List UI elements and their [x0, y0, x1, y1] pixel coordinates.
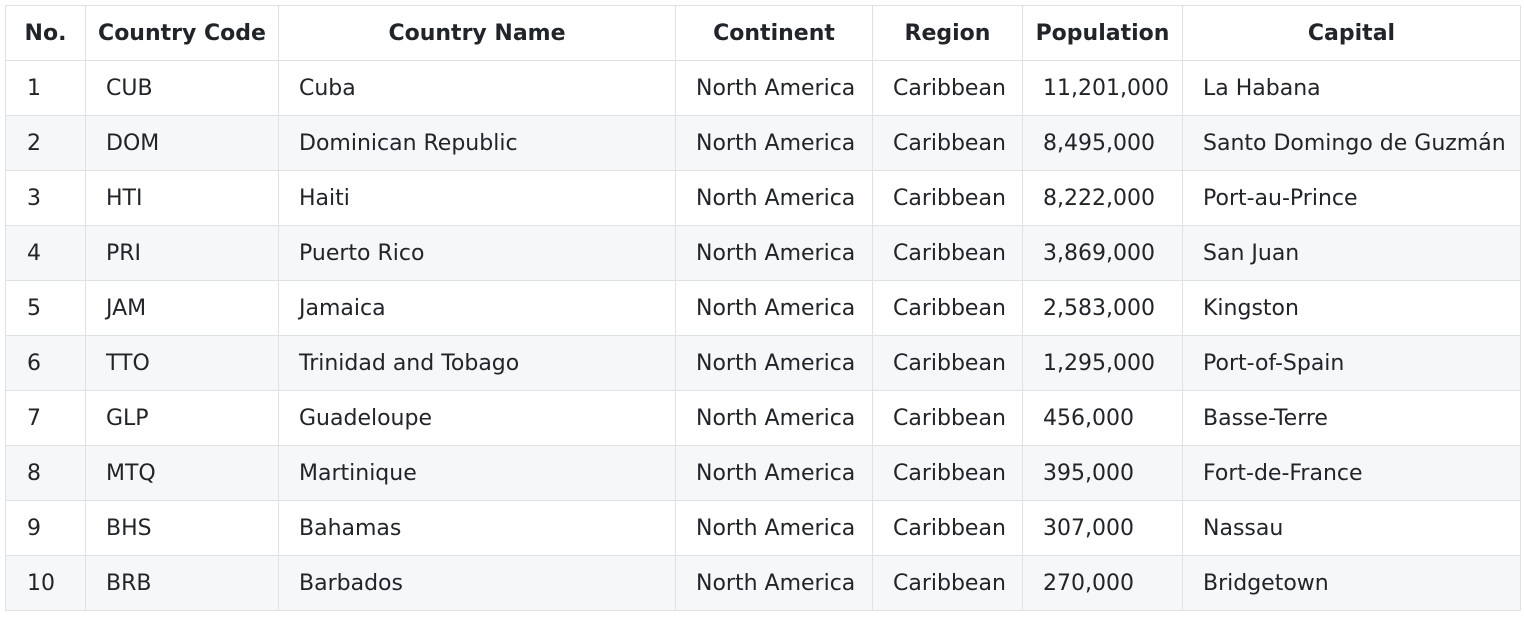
- column-header-no: No.: [5, 5, 86, 61]
- cell-country-name: Bahamas: [278, 500, 676, 556]
- cell-region: Caribbean: [872, 60, 1023, 116]
- cell-country-name: Trinidad and Tobago: [278, 335, 676, 391]
- cell-population: 3,869,000: [1022, 225, 1183, 281]
- cell-country-name: Guadeloupe: [278, 390, 676, 446]
- cell-no: 2: [5, 115, 86, 171]
- cell-region: Caribbean: [872, 390, 1023, 446]
- cell-capital: Kingston: [1182, 280, 1521, 336]
- cell-no: 1: [5, 60, 86, 116]
- cell-country-name: Puerto Rico: [278, 225, 676, 281]
- cell-country-name: Martinique: [278, 445, 676, 501]
- cell-continent: North America: [675, 500, 873, 556]
- cell-capital: Santo Domingo de Guzmán: [1182, 115, 1521, 171]
- table-row: 5 JAM Jamaica North America Caribbean 2,583,0…: [5, 280, 1521, 336]
- column-header-capital: Capital: [1182, 5, 1521, 61]
- cell-continent: North America: [675, 555, 873, 611]
- cell-no: 7: [5, 390, 86, 446]
- cell-continent: North America: [675, 60, 873, 116]
- cell-country-code: TTO: [85, 335, 279, 391]
- table-row: 1 CUB Cuba North America Caribbean 11,201,000…: [5, 60, 1521, 116]
- column-header-continent: Continent: [675, 5, 873, 61]
- cell-capital: Fort-de-France: [1182, 445, 1521, 501]
- cell-no: 4: [5, 225, 86, 281]
- cell-region: Caribbean: [872, 335, 1023, 391]
- table-header: No. Country Code Country Name Continent …: [5, 5, 1521, 61]
- cell-continent: North America: [675, 335, 873, 391]
- cell-no: 5: [5, 280, 86, 336]
- column-header-population: Population: [1022, 5, 1183, 61]
- cell-population: 8,495,000: [1022, 115, 1183, 171]
- cell-capital: Basse-Terre: [1182, 390, 1521, 446]
- cell-region: Caribbean: [872, 555, 1023, 611]
- cell-capital: Port-of-Spain: [1182, 335, 1521, 391]
- cell-capital: San Juan: [1182, 225, 1521, 281]
- cell-population: 395,000: [1022, 445, 1183, 501]
- cell-country-code: HTI: [85, 170, 279, 226]
- cell-no: 3: [5, 170, 86, 226]
- cell-continent: North America: [675, 390, 873, 446]
- header-row: No. Country Code Country Name Continent …: [5, 5, 1521, 61]
- cell-population: 2,583,000: [1022, 280, 1183, 336]
- cell-population: 456,000: [1022, 390, 1183, 446]
- cell-country-code: PRI: [85, 225, 279, 281]
- table-body: 1 CUB Cuba North America Caribbean 11,201,000…: [5, 60, 1521, 611]
- table-row: 7 GLP Guadeloupe North America Caribbean 456,…: [5, 390, 1521, 446]
- cell-continent: North America: [675, 280, 873, 336]
- cell-capital: La Habana: [1182, 60, 1521, 116]
- cell-region: Caribbean: [872, 445, 1023, 501]
- table-row: 10 BRB Barbados North America Caribbean 270,0…: [5, 555, 1521, 611]
- table-row: 8 MTQ Martinique North America Caribbean 395,…: [5, 445, 1521, 501]
- cell-no: 8: [5, 445, 86, 501]
- cell-country-name: Barbados: [278, 555, 676, 611]
- cell-country-name: Haiti: [278, 170, 676, 226]
- cell-country-code: BHS: [85, 500, 279, 556]
- column-header-country-name: Country Name: [278, 5, 676, 61]
- column-header-region: Region: [872, 5, 1023, 61]
- cell-no: 9: [5, 500, 86, 556]
- cell-country-code: CUB: [85, 60, 279, 116]
- cell-continent: North America: [675, 115, 873, 171]
- cell-country-name: Dominican Republic: [278, 115, 676, 171]
- table-row: 6 TTO Trinidad and Tobago North America Cari…: [5, 335, 1521, 391]
- cell-country-code: DOM: [85, 115, 279, 171]
- cell-region: Caribbean: [872, 225, 1023, 281]
- cell-country-code: GLP: [85, 390, 279, 446]
- cell-population: 1,295,000: [1022, 335, 1183, 391]
- table-row: 2 DOM Dominican Republic North America Carib…: [5, 115, 1521, 171]
- cell-capital: Nassau: [1182, 500, 1521, 556]
- table-row: 3 HTI Haiti North America Caribbean 8,222,000…: [5, 170, 1521, 226]
- cell-country-code: JAM: [85, 280, 279, 336]
- cell-no: 6: [5, 335, 86, 391]
- cell-continent: North America: [675, 170, 873, 226]
- cell-region: Caribbean: [872, 500, 1023, 556]
- cell-no: 10: [5, 555, 86, 611]
- cell-population: 11,201,000: [1022, 60, 1183, 116]
- cell-population: 8,222,000: [1022, 170, 1183, 226]
- cell-region: Caribbean: [872, 115, 1023, 171]
- cell-country-code: MTQ: [85, 445, 279, 501]
- countries-table-container: No. Country Code Country Name Continent …: [5, 5, 1521, 611]
- cell-region: Caribbean: [872, 170, 1023, 226]
- column-header-country-code: Country Code: [85, 5, 279, 61]
- cell-population: 307,000: [1022, 500, 1183, 556]
- table-row: 4 PRI Puerto Rico North America Caribbean 3,8…: [5, 225, 1521, 281]
- cell-population: 270,000: [1022, 555, 1183, 611]
- cell-country-name: Jamaica: [278, 280, 676, 336]
- cell-continent: North America: [675, 225, 873, 281]
- cell-capital: Bridgetown: [1182, 555, 1521, 611]
- countries-table: No. Country Code Country Name Continent …: [5, 5, 1521, 611]
- table-row: 9 BHS Bahamas North America Caribbean 307,000…: [5, 500, 1521, 556]
- cell-capital: Port-au-Prince: [1182, 170, 1521, 226]
- cell-region: Caribbean: [872, 280, 1023, 336]
- cell-country-name: Cuba: [278, 60, 676, 116]
- cell-continent: North America: [675, 445, 873, 501]
- cell-country-code: BRB: [85, 555, 279, 611]
